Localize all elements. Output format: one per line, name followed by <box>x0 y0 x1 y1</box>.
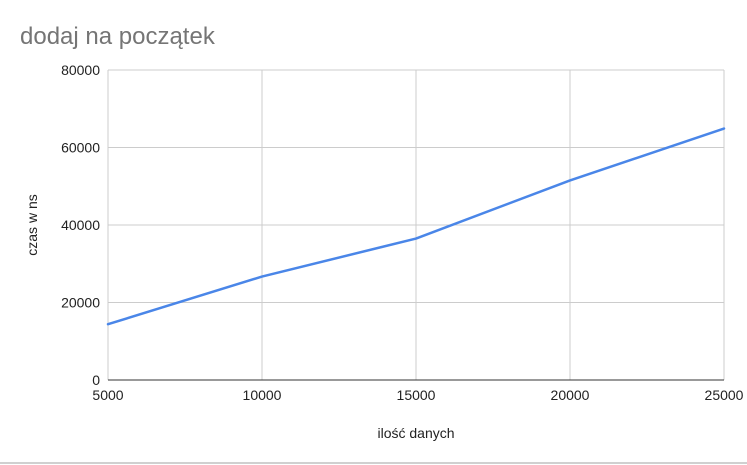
series-group <box>106 127 726 326</box>
x-tick-label: 20000 <box>551 387 590 403</box>
y-tick-label: 60000 <box>61 140 100 156</box>
x-tick-label: 15000 <box>397 387 436 403</box>
bottom-divider <box>0 462 747 464</box>
y-tick-label: 40000 <box>61 217 100 233</box>
x-tick-label: 5000 <box>92 387 123 403</box>
y-axis-ticks: 0 20000 40000 60000 80000 <box>61 62 100 388</box>
x-axis-ticks: 5000 10000 15000 20000 25000 <box>92 387 743 403</box>
grid-lines <box>107 69 725 381</box>
y-axis-label: czas w ns <box>24 194 40 255</box>
chart-title: dodaj na początek <box>20 23 216 50</box>
x-tick-label: 25000 <box>705 387 744 403</box>
y-tick-label: 20000 <box>61 295 100 311</box>
x-axis-label: ilość danych <box>377 425 454 441</box>
y-tick-label: 80000 <box>61 62 100 78</box>
x-tick-label: 10000 <box>243 387 282 403</box>
series-line <box>106 127 726 326</box>
y-tick-label: 0 <box>92 372 100 388</box>
